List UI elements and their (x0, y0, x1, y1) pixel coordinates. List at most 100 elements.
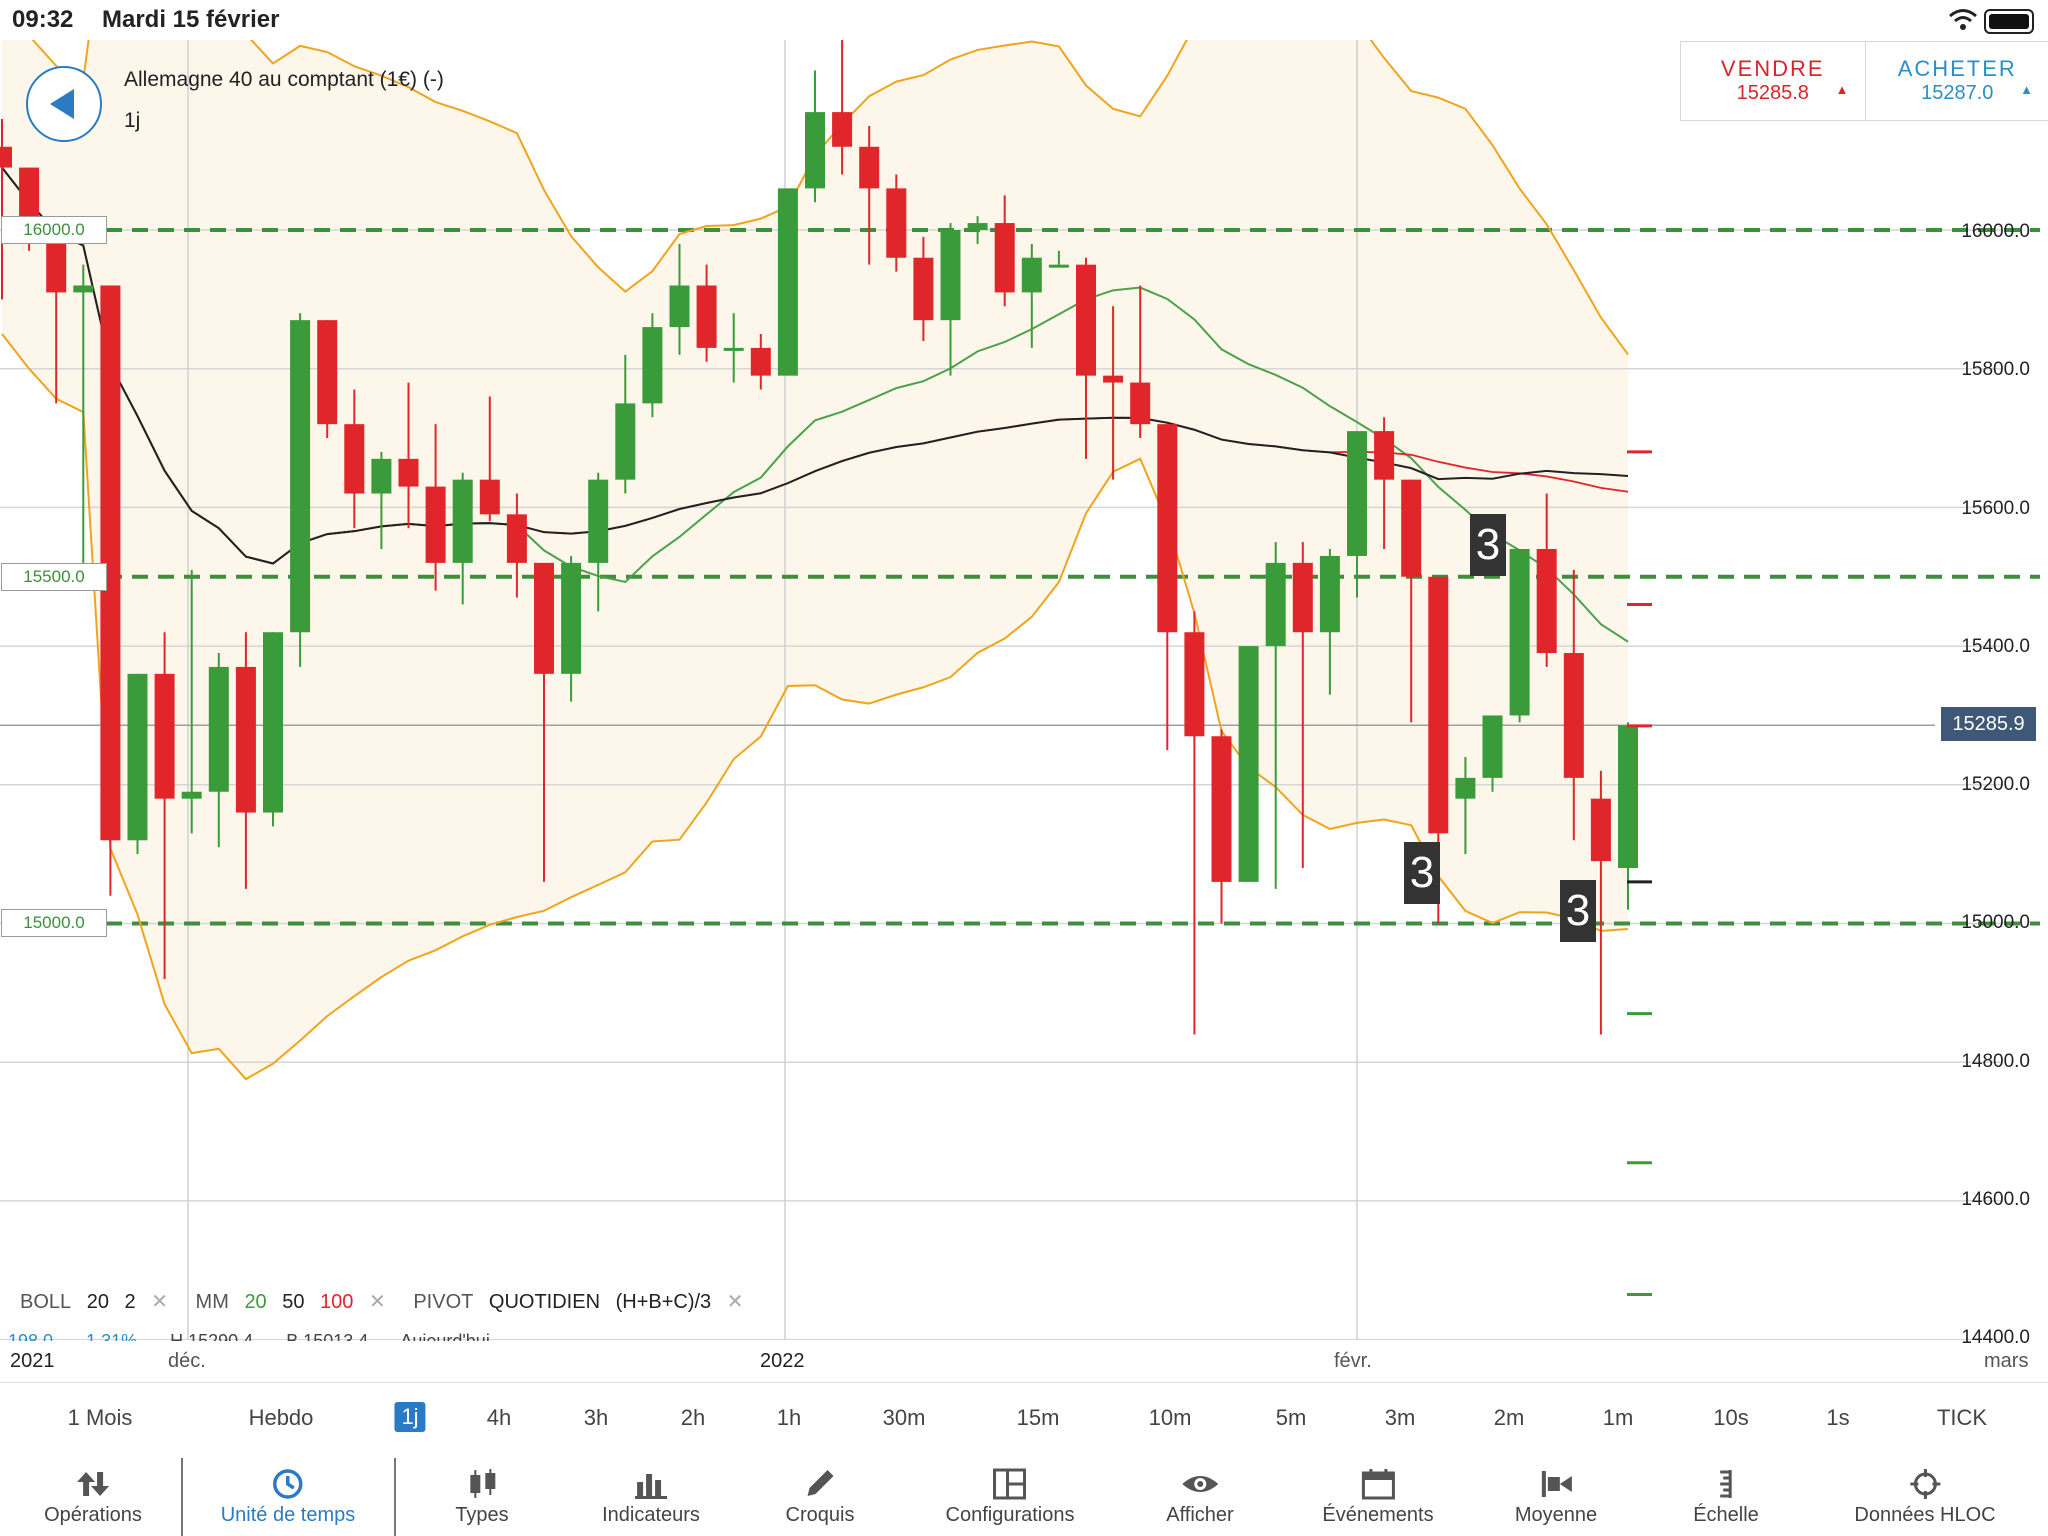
candle-body (1374, 431, 1395, 480)
daily-high: H 15290.4 (170, 1331, 254, 1341)
daily-change-pct: 1.31% (86, 1331, 138, 1341)
boll-label: BOLL (20, 1291, 72, 1313)
wifi-icon (1949, 9, 1977, 30)
timeframe-4h[interactable]: 4h (486, 1405, 512, 1430)
candle-body (723, 347, 744, 351)
y-tick-label: 15400.0 (1961, 636, 2030, 657)
y-tick-label: 14600.0 (1961, 1189, 2030, 1210)
eye-icon (1181, 1476, 1218, 1492)
timeframe-1s[interactable]: 1s (1826, 1405, 1850, 1430)
timeframe-2h[interactable]: 2h (680, 1405, 706, 1430)
x-axis-label: déc. (168, 1350, 206, 1372)
toolbar-hloc-data-label: Données HLOC (1854, 1504, 1996, 1526)
battery-icon (1984, 9, 2034, 34)
candle-body (1130, 382, 1151, 425)
bottom-toolbar: Opérations Unité de temps Types Indicate… (0, 1458, 2048, 1536)
candle-body (506, 514, 527, 563)
toolbar-types[interactable]: Types (455, 1458, 509, 1536)
buy-price: 15287.0 (1921, 82, 1994, 104)
candle-body (1184, 632, 1205, 737)
candle-body (263, 632, 283, 813)
buy-button[interactable]: ACHETER 15287.0 ▲ (1864, 42, 2048, 120)
ruler-icon (1719, 1470, 1732, 1498)
level-label-15500[interactable]: 15500.0 (1, 563, 107, 591)
timeframe-5m[interactable]: 5m (1275, 1405, 1307, 1430)
timeframe-10m[interactable]: 10m (1148, 1405, 1192, 1430)
candle-body (1048, 264, 1069, 268)
timeframe-3h[interactable]: 3h (583, 1405, 609, 1430)
candle-body (0, 146, 12, 168)
timeframe-2m[interactable]: 2m (1493, 1405, 1525, 1430)
toolbar-operations[interactable]: Opérations (44, 1458, 142, 1536)
instrument-timeframe: 1j (124, 109, 141, 132)
level-label-16000[interactable]: 16000.0 (1, 216, 107, 244)
pivot-type: QUOTIDIEN (488, 1291, 601, 1313)
toolbar-timeframe-label: Unité de temps (220, 1504, 356, 1526)
toolbar-events[interactable]: Événements (1322, 1458, 1434, 1536)
toolbar-operations-label: Opérations (44, 1504, 142, 1526)
toolbar-average[interactable]: Moyenne (1515, 1458, 1597, 1536)
toolbar-display[interactable]: Afficher (1166, 1458, 1234, 1536)
candle-body (371, 458, 392, 494)
toolbar-scale[interactable]: Échelle (1693, 1458, 1759, 1536)
timeframe-hebdo[interactable]: Hebdo (248, 1405, 314, 1430)
sort-arrows-icon (77, 1472, 109, 1496)
timeframe-1m[interactable]: 1m (1602, 1405, 1634, 1430)
daily-change: 198.0 (8, 1331, 54, 1341)
candle-body (1482, 715, 1503, 778)
timeframe-10s[interactable]: 10s (1713, 1405, 1749, 1430)
candle-body (777, 188, 798, 376)
toolbar-hloc-data[interactable]: Données HLOC (1854, 1458, 1996, 1536)
instrument-name: Allemagne 40 au comptant (1€) (-) (124, 68, 444, 91)
pivot-formula: (H+B+C)/3 (615, 1291, 712, 1313)
candle-body (1319, 555, 1340, 633)
candle-body (1509, 549, 1530, 716)
boll-period: 20 (86, 1291, 109, 1313)
count-badge: 3 (1470, 514, 1506, 576)
toolbar-configurations-label: Configurations (945, 1504, 1075, 1526)
candle-body (1347, 431, 1367, 556)
candle-body (967, 223, 988, 230)
timeframe-1-mois[interactable]: 1 Mois (67, 1405, 133, 1430)
count-badge: 3 (1404, 842, 1440, 904)
y-tick-label: 15800.0 (1961, 359, 2030, 380)
candle-body (1103, 375, 1124, 383)
toolbar-sketch[interactable]: Croquis (785, 1458, 855, 1536)
remove-boll-icon[interactable]: ✕ (151, 1291, 168, 1313)
x-axis-label: 2022 (760, 1350, 805, 1372)
timeframe-3m[interactable]: 3m (1384, 1405, 1416, 1430)
remove-pivot-icon[interactable]: ✕ (726, 1291, 744, 1313)
candle-body (913, 257, 934, 321)
back-button[interactable] (26, 66, 102, 142)
sell-button[interactable]: VENDRE 15285.8 ▲ (1681, 42, 1865, 120)
indicator-legend: BOLL 20 2 ✕ MM 20 50 100 ✕ PIVOT QUOTIDI… (20, 1289, 766, 1314)
level-label-15000[interactable]: 15000.0 (1, 909, 107, 937)
candle-body (398, 458, 419, 487)
pivot-label: PIVOT (413, 1291, 474, 1313)
average-icon (1542, 1471, 1572, 1497)
timeframe-tick[interactable]: TICK (1936, 1405, 1988, 1430)
remove-mm-icon[interactable]: ✕ (369, 1291, 386, 1313)
status-date: Mardi 15 février (102, 6, 280, 33)
toolbar-indicators[interactable]: Indicateurs (602, 1458, 700, 1536)
candle-body (425, 486, 446, 563)
price-chart[interactable] (0, 40, 2048, 1340)
timeframe-30m[interactable]: 30m (882, 1405, 926, 1430)
candle-body (805, 112, 825, 189)
timeframe-1j[interactable]: 1j (394, 1402, 426, 1432)
daily-low: B 15013.4 (286, 1331, 369, 1341)
y-tick-label: 14400.0 (1961, 1327, 2030, 1348)
candle-body (452, 479, 473, 563)
toolbar-timeframe[interactable]: Unité de temps (220, 1458, 356, 1536)
daily-day: Aujourd'hui (400, 1331, 490, 1341)
daily-info-row: 198.0 1.31% H 15290.4 B 15013.4 Aujourd'… (8, 1331, 528, 1341)
toolbar-configurations[interactable]: Configurations (945, 1458, 1075, 1536)
timeframe-15m[interactable]: 15m (1016, 1405, 1060, 1430)
candle-body (100, 285, 121, 841)
candle-body (1292, 562, 1313, 633)
timeframe-1h[interactable]: 1h (776, 1405, 802, 1430)
candle-body (615, 403, 636, 480)
y-tick-label: 15200.0 (1961, 774, 2030, 795)
mm-100: 100 (320, 1291, 354, 1313)
toolbar-sketch-label: Croquis (785, 1504, 855, 1526)
